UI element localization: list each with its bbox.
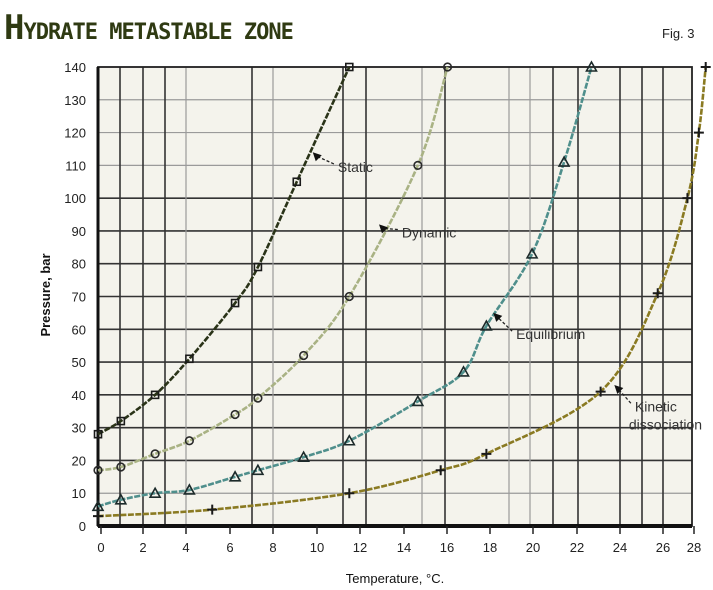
data-point-marker	[297, 450, 310, 462]
data-point-marker	[150, 449, 160, 459]
data-point-marker	[344, 488, 355, 499]
x-tick-label: 6	[226, 540, 233, 555]
y-tick-label: 140	[64, 60, 86, 75]
data-point-marker	[342, 434, 356, 446]
curve-label-dynamic: Dynamic	[402, 224, 456, 240]
data-point-marker	[150, 390, 160, 400]
data-point-marker	[116, 462, 126, 472]
data-point-marker	[435, 465, 446, 476]
x-tick-label: 18	[483, 540, 497, 555]
x-tick-label: 10	[310, 540, 324, 555]
data-point-marker	[292, 177, 302, 187]
x-tick-label: 14	[397, 540, 411, 555]
y-tick-label: 20	[72, 453, 86, 468]
data-point-marker	[413, 160, 423, 170]
data-point-marker	[595, 386, 606, 397]
data-point-marker	[253, 262, 263, 272]
data-point-marker	[480, 319, 493, 331]
label-arrow-equilibrium	[496, 316, 513, 332]
data-point-marker	[700, 62, 711, 72]
x-tick-label: 20	[526, 540, 540, 555]
x-tick-label: 26	[656, 540, 670, 555]
y-tick-label: 10	[72, 486, 86, 501]
data-point-marker	[525, 247, 539, 259]
y-tick-label: 130	[64, 93, 86, 108]
data-point-marker	[557, 155, 571, 167]
curve-label-kinetic-dissociation-line2: dissociation	[629, 416, 702, 432]
curve-label-static: Static	[338, 159, 373, 175]
y-tick-label: 100	[64, 191, 86, 206]
x-tick-label: 8	[269, 540, 276, 555]
curve-static	[97, 66, 351, 436]
figure-label: Fig. 3	[662, 26, 695, 41]
data-point-marker	[345, 62, 354, 72]
x-tick-label: 0	[97, 540, 104, 555]
arrowhead-icon	[379, 224, 389, 234]
data-point-marker	[183, 483, 196, 495]
y-tick-label: 90	[72, 224, 86, 239]
y-tick-label: 0	[79, 519, 86, 534]
data-point-marker	[93, 511, 103, 522]
data-point-marker	[481, 448, 492, 459]
y-tick-label: 70	[72, 290, 86, 305]
x-axis-label: Temperature, °C.	[346, 571, 444, 586]
curve-kinetic-dissociation	[97, 66, 708, 518]
arrowhead-icon	[312, 152, 322, 162]
data-point-marker	[693, 127, 704, 138]
curve-label-kinetic-dissociation: Kinetic	[635, 398, 677, 414]
label-arrow-kinetic-dissociation	[617, 388, 632, 404]
data-point-marker	[253, 393, 263, 403]
data-point-marker	[585, 60, 598, 72]
data-point-marker	[344, 291, 354, 302]
y-tick-label: 110	[65, 158, 86, 173]
data-point-marker	[251, 463, 265, 476]
y-tick-label: 120	[64, 126, 86, 141]
chart-title: Hydrate metastable zone	[4, 8, 294, 48]
y-axis-label: Pressure, bar	[38, 253, 53, 336]
x-tick-label: 2	[139, 540, 146, 555]
y-tick-label: 80	[72, 257, 86, 272]
y-tick-label: 60	[72, 322, 86, 337]
y-tick-label: 30	[72, 421, 86, 436]
x-tick-label: 16	[440, 540, 454, 555]
data-point-marker	[442, 62, 453, 72]
data-point-marker	[184, 436, 194, 446]
data-point-marker	[682, 193, 693, 204]
data-point-marker	[93, 465, 103, 475]
label-arrow-static	[316, 155, 335, 165]
arrowhead-icon	[614, 385, 624, 395]
x-tick-label: 4	[182, 540, 189, 555]
data-point-marker	[652, 288, 663, 299]
y-tick-label: 40	[72, 388, 86, 403]
data-point-marker	[116, 416, 126, 426]
x-tick-label: 28	[687, 540, 701, 555]
data-point-marker	[230, 409, 240, 420]
curve-label-equilibrium: Equilibrium	[516, 326, 585, 342]
data-point-marker	[457, 365, 470, 377]
data-point-marker	[411, 394, 425, 407]
data-point-marker	[185, 354, 194, 364]
data-point-marker	[228, 470, 242, 482]
data-point-marker	[93, 429, 103, 439]
curve-dynamic	[97, 66, 449, 472]
chart-title-first-letter: H	[4, 8, 25, 48]
data-point-marker	[114, 493, 128, 505]
y-tick-label: 50	[72, 355, 86, 370]
data-point-marker	[148, 486, 162, 499]
data-point-marker	[299, 350, 309, 361]
x-tick-label: 24	[613, 540, 627, 555]
data-point-marker	[207, 504, 218, 515]
x-tick-label: 22	[570, 540, 584, 555]
x-tick-label: 12	[353, 540, 367, 555]
arrowhead-icon	[493, 312, 503, 322]
chart-title-rest: ydrate metastable zone	[23, 20, 293, 45]
data-point-marker	[91, 499, 105, 512]
data-point-marker	[230, 298, 240, 308]
